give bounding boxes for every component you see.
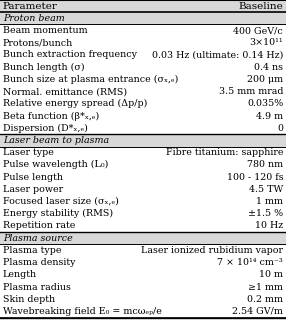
Text: 0.03 Hz (ultimate: 0.14 Hz): 0.03 Hz (ultimate: 0.14 Hz)	[152, 51, 283, 60]
Text: Pulse wavelength (L₀): Pulse wavelength (L₀)	[3, 160, 108, 170]
Text: Protons/bunch: Protons/bunch	[3, 38, 73, 47]
Text: Plasma radius: Plasma radius	[3, 283, 71, 292]
Text: Plasma density: Plasma density	[3, 258, 75, 267]
Text: 10 Hz: 10 Hz	[255, 221, 283, 230]
Text: 0.035%: 0.035%	[247, 99, 283, 108]
Text: 400 GeV/c: 400 GeV/c	[233, 26, 283, 35]
Text: Bunch extraction frequency: Bunch extraction frequency	[3, 51, 137, 60]
Bar	[0, 232, 286, 244]
Text: Energy stability (RMS): Energy stability (RMS)	[3, 209, 113, 218]
Text: 7 × 10¹⁴ cm⁻³: 7 × 10¹⁴ cm⁻³	[217, 258, 283, 267]
Text: Relative energy spread (Δp/p): Relative energy spread (Δp/p)	[3, 99, 147, 108]
Text: Beta function (β*ₓ,ₑ): Beta function (β*ₓ,ₑ)	[3, 111, 99, 121]
Bar	[0, 159, 286, 171]
Text: Beam momentum: Beam momentum	[3, 26, 88, 35]
Bar	[0, 281, 286, 293]
Bar	[0, 24, 286, 37]
Bar	[0, 122, 286, 134]
Text: 1 mm: 1 mm	[256, 197, 283, 206]
Bar	[0, 171, 286, 183]
Text: 3.5 mm mrad: 3.5 mm mrad	[219, 87, 283, 96]
Text: 3×10¹¹: 3×10¹¹	[249, 38, 283, 47]
Text: Laser ionized rubidium vapor: Laser ionized rubidium vapor	[141, 246, 283, 255]
Text: Baseline: Baseline	[239, 2, 283, 11]
Text: 0: 0	[277, 124, 283, 133]
Bar	[0, 220, 286, 232]
Bar	[0, 305, 286, 317]
Text: Skin depth: Skin depth	[3, 295, 55, 304]
Bar	[0, 196, 286, 208]
Text: 4.5 TW: 4.5 TW	[249, 185, 283, 194]
Text: Wavebreaking field E₀ = mcωₑₚ/e: Wavebreaking field E₀ = mcωₑₚ/e	[3, 307, 162, 316]
Text: Normal. emittance (RMS): Normal. emittance (RMS)	[3, 87, 127, 96]
Bar	[0, 12, 286, 24]
Bar	[0, 110, 286, 122]
Text: 780 nm: 780 nm	[247, 160, 283, 169]
Text: Plasma source: Plasma source	[3, 234, 73, 243]
Text: Proton beam: Proton beam	[3, 14, 65, 23]
Text: Repetition rate: Repetition rate	[3, 221, 75, 230]
Bar	[0, 244, 286, 257]
Bar	[0, 269, 286, 281]
Text: 100 - 120 fs: 100 - 120 fs	[227, 172, 283, 181]
Text: 0.2 mm: 0.2 mm	[247, 295, 283, 304]
Text: Plasma type: Plasma type	[3, 246, 61, 255]
Bar	[0, 98, 286, 110]
Text: Parameter: Parameter	[3, 2, 58, 11]
Text: Dispersion (D*ₓ,ₑ): Dispersion (D*ₓ,ₑ)	[3, 124, 88, 133]
Bar	[0, 147, 286, 159]
Text: Bunch size at plasma entrance (σₓ,ₑ): Bunch size at plasma entrance (σₓ,ₑ)	[3, 75, 178, 84]
Bar	[0, 61, 286, 73]
Bar	[0, 257, 286, 269]
Text: 200 μm: 200 μm	[247, 75, 283, 84]
Text: Laser type: Laser type	[3, 148, 54, 157]
Bar	[0, 85, 286, 98]
Bar	[0, 73, 286, 85]
Text: 0.4 ns: 0.4 ns	[254, 63, 283, 72]
Bar	[0, 208, 286, 220]
Text: Fibre titanium: sapphire: Fibre titanium: sapphire	[166, 148, 283, 157]
Bar	[0, 0, 286, 12]
Text: 10 m: 10 m	[259, 270, 283, 279]
Text: ≥1 mm: ≥1 mm	[248, 283, 283, 292]
Text: Laser beam to plasma: Laser beam to plasma	[3, 136, 109, 145]
Text: 2.54 GV/m: 2.54 GV/m	[232, 307, 283, 316]
Bar	[0, 293, 286, 305]
Text: Focused laser size (σₓ,ₑ): Focused laser size (σₓ,ₑ)	[3, 197, 119, 206]
Bar	[0, 37, 286, 49]
Text: Length: Length	[3, 270, 37, 279]
Text: Laser power: Laser power	[3, 185, 63, 194]
Bar	[0, 134, 286, 147]
Text: Pulse length: Pulse length	[3, 172, 63, 181]
Text: Bunch length (σ): Bunch length (σ)	[3, 63, 84, 72]
Bar	[0, 183, 286, 196]
Bar	[0, 49, 286, 61]
Text: ±1.5 %: ±1.5 %	[248, 209, 283, 218]
Text: 4.9 m: 4.9 m	[256, 112, 283, 121]
